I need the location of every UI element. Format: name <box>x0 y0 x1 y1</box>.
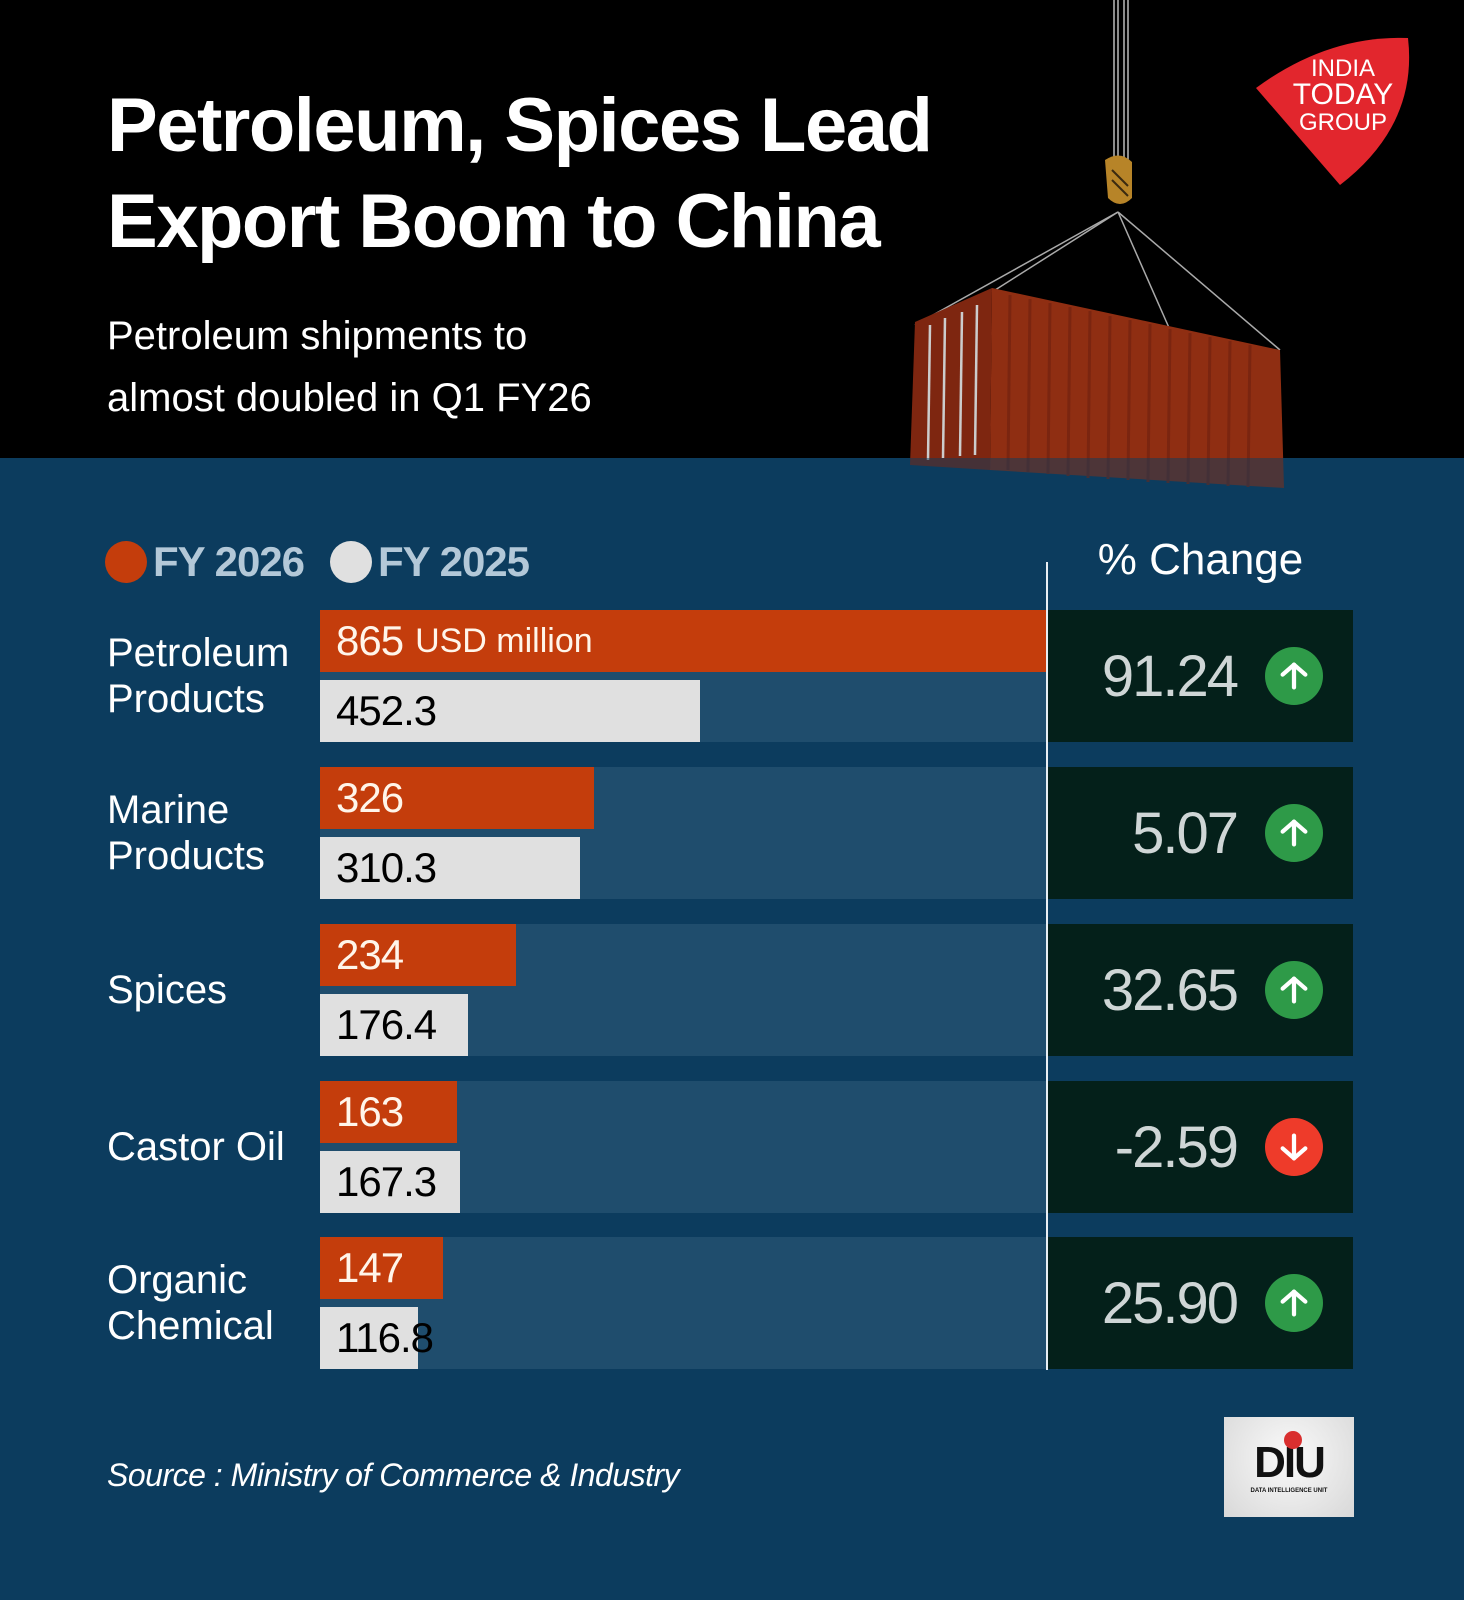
arrow-up-icon <box>1265 647 1323 705</box>
chart-row: Petroleum Products 865 USD million 452.3 91.… <box>0 610 1464 742</box>
subtitle-line-1: Petroleum shipments to <box>107 314 528 358</box>
pct-change-cell: 25.90 <box>1048 1237 1353 1369</box>
pct-change-value: 25.90 <box>1101 1270 1239 1336</box>
category-label: Spices <box>107 968 228 1012</box>
subtitle: Petroleum shipments to almost doubled in… <box>107 305 592 429</box>
bar-value-label: 326 <box>336 774 404 821</box>
chart-row: Spices 234 176.4 32.65 <box>0 924 1464 1056</box>
bar-value-label: 163 <box>336 1088 404 1135</box>
header-banner: Petroleum, Spices Lead Export Boom to Ch… <box>0 0 1464 500</box>
source-note: Source : Ministry of Commerce & Industry <box>107 1457 680 1493</box>
bar-fy2025: 310.3 <box>320 837 581 899</box>
pct-change-value: -2.59 <box>1114 1114 1239 1180</box>
pct-change-value: 32.65 <box>1101 957 1239 1023</box>
arrow-down-icon <box>1265 1118 1323 1176</box>
pct-change-value: 5.07 <box>1132 800 1239 866</box>
subtitle-line-2: almost doubled in Q1 FY26 <box>107 376 592 420</box>
bar-fy2025: 167.3 <box>320 1151 461 1213</box>
chart-legend: FY 2026 FY 2025 <box>105 537 555 587</box>
arrow-up-icon <box>1265 804 1323 862</box>
pct-change-value: 91.24 <box>1101 643 1239 709</box>
bar-value-label: 234 <box>336 931 404 978</box>
bar-value-label: 310.3 <box>336 844 437 891</box>
category-label: Castor Oil <box>107 1125 285 1169</box>
title-line-2: Export Boom to China <box>107 179 881 264</box>
bar-fy2025: 452.3 <box>320 680 700 742</box>
bar-track: 234 176.4 <box>320 924 1046 1056</box>
diu-logo-sub: DATA INTELLIGENCE UNIT <box>1250 1487 1328 1494</box>
bar-value-label: 452.3 <box>336 687 437 734</box>
chart-row: Marine Products 326 310.3 5.07 <box>0 767 1464 899</box>
diu-logo-word: DIU <box>1254 1430 1326 1485</box>
column-divider <box>1046 562 1048 1370</box>
bar-fy2026: 163 <box>320 1081 457 1143</box>
bar-fy2025: 176.4 <box>320 994 469 1056</box>
logo-line-2: TODAY <box>1293 78 1394 111</box>
bar-value-label: 865 <box>336 617 404 664</box>
bar-track: 326 310.3 <box>320 767 1046 899</box>
logo-shape-icon: INDIA TODAY GROUP <box>1256 37 1410 186</box>
legend-item-fy2026: FY 2026 <box>105 538 305 586</box>
bar-fy2026: 865 USD million <box>320 610 1046 672</box>
shipping-container-icon <box>900 0 1300 500</box>
legend-dot-fy2026 <box>105 541 147 583</box>
pct-change-cell: 5.07 <box>1048 767 1353 899</box>
legend-label-fy2026: FY 2026 <box>153 538 305 585</box>
chart-row: Castor Oil 163 167.3 -2.59 <box>0 1081 1464 1213</box>
bar-fy2026: 234 <box>320 924 517 986</box>
category-label: Organic Chemical <box>107 1258 274 1348</box>
unit-label: USD million <box>415 621 593 660</box>
pct-change-header: % Change <box>1097 535 1304 584</box>
india-today-group-logo: INDIA TODAY GROUP <box>1248 30 1418 190</box>
pct-change-cell: 91.24 <box>1048 610 1353 742</box>
bar-fy2026: 147 <box>320 1237 444 1299</box>
page-title: Petroleum, Spices Lead Export Boom to Ch… <box>107 78 933 270</box>
category-label: Petroleum Products <box>107 631 290 721</box>
legend-label-fy2025: FY 2025 <box>378 538 530 585</box>
bar-track: 147 116.8 <box>320 1237 1046 1369</box>
legend-dot-fy2025 <box>330 541 373 583</box>
legend-item-fy2025: FY 2025 <box>330 538 530 586</box>
chart-row: Organic Chemical 147 116.8 25.90 <box>0 1237 1464 1369</box>
bar-value-label: 116.8 <box>336 1314 434 1361</box>
bar-fy2025: 116.8 <box>320 1307 434 1369</box>
logo-line-3: GROUP <box>1299 109 1387 136</box>
bar-value-label: 167.3 <box>336 1158 437 1205</box>
fingerprint-icon <box>1284 1430 1303 1449</box>
pct-change-cell: 32.65 <box>1048 924 1353 1056</box>
arrow-up-icon <box>1265 961 1323 1019</box>
pct-change-cell: -2.59 <box>1048 1081 1353 1213</box>
bar-track: 865 USD million 452.3 <box>320 610 1046 742</box>
bar-value-label: 147 <box>336 1244 404 1291</box>
diu-logo: DIU DATA INTELLIGENCE UNIT <box>1224 1417 1354 1517</box>
category-label: Marine Products <box>107 788 265 878</box>
arrow-up-icon <box>1265 1274 1323 1332</box>
bar-fy2026: 326 <box>320 767 594 829</box>
logo-line-1: INDIA <box>1311 55 1375 82</box>
bar-track: 163 167.3 <box>320 1081 1046 1213</box>
bar-value-label: 176.4 <box>336 1001 437 1048</box>
title-line-1: Petroleum, Spices Lead <box>107 83 933 168</box>
